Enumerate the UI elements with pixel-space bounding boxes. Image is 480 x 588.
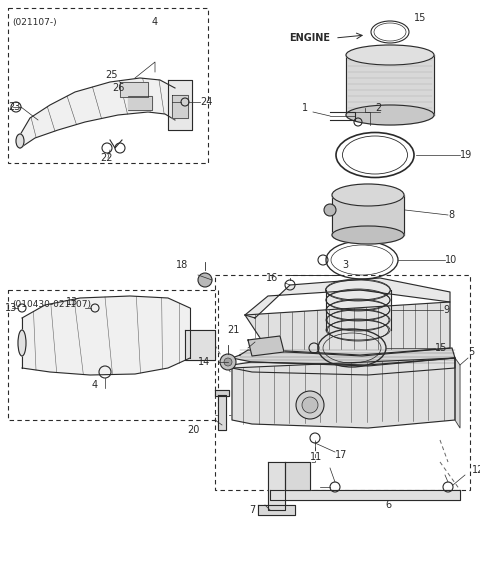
Polygon shape xyxy=(185,330,215,360)
Polygon shape xyxy=(215,390,229,396)
Text: 11: 11 xyxy=(310,452,322,462)
Polygon shape xyxy=(172,95,188,118)
Text: 3: 3 xyxy=(342,260,348,270)
Polygon shape xyxy=(248,336,284,356)
Text: 21: 21 xyxy=(228,325,240,335)
Circle shape xyxy=(220,354,236,370)
Text: (010430-021107): (010430-021107) xyxy=(12,300,91,309)
Ellipse shape xyxy=(332,226,404,244)
Text: 8: 8 xyxy=(448,210,454,220)
Ellipse shape xyxy=(346,105,434,125)
Polygon shape xyxy=(245,278,450,318)
Text: 7: 7 xyxy=(249,505,255,515)
Text: 6: 6 xyxy=(385,500,391,510)
Text: 26: 26 xyxy=(113,83,125,93)
Bar xyxy=(8,290,218,420)
Polygon shape xyxy=(232,348,455,365)
Text: 24: 24 xyxy=(200,97,212,107)
Ellipse shape xyxy=(332,184,404,206)
Text: 16: 16 xyxy=(266,273,278,283)
Polygon shape xyxy=(245,302,450,355)
Text: 20: 20 xyxy=(188,425,200,435)
Polygon shape xyxy=(232,358,455,428)
Polygon shape xyxy=(120,82,148,97)
Ellipse shape xyxy=(18,330,26,356)
Polygon shape xyxy=(326,290,391,330)
Text: 1: 1 xyxy=(302,103,308,113)
Text: 5: 5 xyxy=(468,347,474,357)
Text: 15: 15 xyxy=(435,343,447,353)
Polygon shape xyxy=(285,462,310,490)
Text: 13: 13 xyxy=(66,297,78,307)
Polygon shape xyxy=(270,490,460,500)
Text: 2: 2 xyxy=(375,103,381,113)
Polygon shape xyxy=(346,55,434,115)
Text: 19: 19 xyxy=(460,150,472,160)
Text: (021107-): (021107-) xyxy=(12,18,57,27)
Circle shape xyxy=(324,204,336,216)
Polygon shape xyxy=(22,296,190,375)
Polygon shape xyxy=(232,358,455,375)
Text: 25: 25 xyxy=(106,70,118,80)
Text: 17: 17 xyxy=(335,450,348,460)
Text: 10: 10 xyxy=(445,255,457,265)
Text: ENGINE: ENGINE xyxy=(289,33,330,43)
Bar xyxy=(8,8,208,163)
Polygon shape xyxy=(168,80,192,130)
Circle shape xyxy=(198,273,212,287)
Polygon shape xyxy=(455,358,460,428)
Text: 12: 12 xyxy=(472,465,480,475)
Text: 23: 23 xyxy=(8,102,20,112)
Text: 22: 22 xyxy=(100,153,112,163)
Text: 4: 4 xyxy=(152,17,158,27)
Polygon shape xyxy=(332,195,404,235)
Text: 4: 4 xyxy=(92,380,98,390)
Polygon shape xyxy=(128,96,152,110)
Polygon shape xyxy=(268,462,285,510)
Circle shape xyxy=(302,397,318,413)
Ellipse shape xyxy=(346,45,434,65)
Bar xyxy=(215,275,470,490)
Ellipse shape xyxy=(16,134,24,148)
Text: 14: 14 xyxy=(198,357,210,367)
Polygon shape xyxy=(218,395,226,430)
Text: 18: 18 xyxy=(176,260,188,270)
Polygon shape xyxy=(258,505,295,515)
Text: 9: 9 xyxy=(443,305,449,315)
Polygon shape xyxy=(20,78,175,148)
Circle shape xyxy=(296,391,324,419)
Text: 15: 15 xyxy=(414,13,426,23)
Text: 13: 13 xyxy=(5,303,17,313)
Circle shape xyxy=(224,358,232,366)
